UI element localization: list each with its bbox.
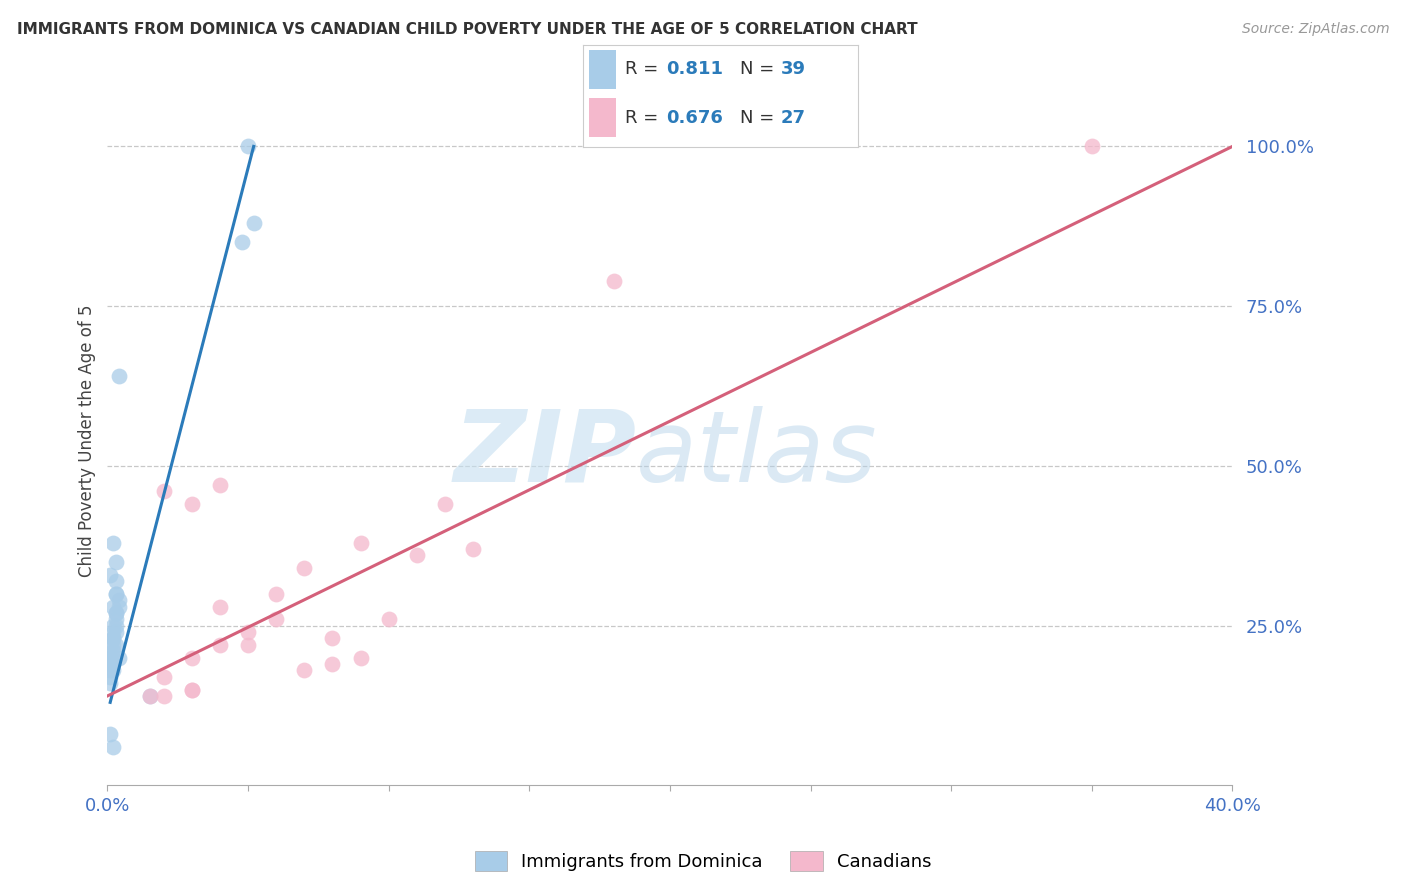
Text: 0.676: 0.676 <box>666 110 723 128</box>
Text: R =: R = <box>624 61 664 78</box>
Point <box>101 650 124 665</box>
Point <box>405 549 427 563</box>
Point <box>101 632 124 646</box>
Text: R =: R = <box>624 110 664 128</box>
Point <box>104 606 127 620</box>
Text: atlas: atlas <box>636 406 877 503</box>
Point <box>321 657 343 671</box>
Point <box>107 650 129 665</box>
Point <box>208 478 231 492</box>
Point <box>104 638 127 652</box>
Point <box>101 599 124 614</box>
Point <box>264 612 287 626</box>
Point <box>292 664 315 678</box>
Point <box>349 650 371 665</box>
Point <box>180 682 202 697</box>
Point <box>101 618 124 632</box>
Point <box>98 670 121 684</box>
Point <box>152 689 174 703</box>
Point <box>101 657 124 671</box>
Point <box>321 632 343 646</box>
Point <box>180 497 202 511</box>
Point <box>101 632 124 646</box>
Point <box>236 638 259 652</box>
Point <box>98 567 121 582</box>
Point <box>101 625 124 640</box>
Point <box>101 535 124 549</box>
Point <box>104 612 127 626</box>
Point <box>152 670 174 684</box>
Text: N =: N = <box>740 61 780 78</box>
Point <box>101 638 124 652</box>
Point <box>104 625 127 640</box>
Point <box>104 555 127 569</box>
Point <box>101 664 124 678</box>
Point <box>98 650 121 665</box>
Point <box>98 727 121 741</box>
Point <box>104 587 127 601</box>
Point <box>208 638 231 652</box>
Point <box>208 599 231 614</box>
Point <box>101 740 124 755</box>
Point <box>180 682 202 697</box>
Point <box>377 612 399 626</box>
Point <box>138 689 160 703</box>
Bar <box>589 50 616 88</box>
Point <box>101 644 124 658</box>
Point <box>242 216 264 230</box>
Text: IMMIGRANTS FROM DOMINICA VS CANADIAN CHILD POVERTY UNDER THE AGE OF 5 CORRELATIO: IMMIGRANTS FROM DOMINICA VS CANADIAN CHI… <box>17 22 918 37</box>
Text: 39: 39 <box>780 61 806 78</box>
Point <box>236 139 259 153</box>
Bar <box>589 98 616 137</box>
Point <box>264 587 287 601</box>
Point <box>98 664 121 678</box>
Text: 27: 27 <box>780 110 806 128</box>
Point <box>180 650 202 665</box>
Y-axis label: Child Poverty Under the Age of 5: Child Poverty Under the Age of 5 <box>79 304 96 576</box>
Point <box>104 587 127 601</box>
Point <box>152 484 174 499</box>
Point <box>104 606 127 620</box>
Point <box>107 599 129 614</box>
Text: ZIP: ZIP <box>453 406 636 503</box>
Point <box>98 638 121 652</box>
Point <box>107 593 129 607</box>
Point <box>107 369 129 384</box>
Text: Source: ZipAtlas.com: Source: ZipAtlas.com <box>1241 22 1389 37</box>
Point <box>602 274 624 288</box>
Point <box>98 676 121 690</box>
Point <box>231 235 253 250</box>
Legend: Immigrants from Dominica, Canadians: Immigrants from Dominica, Canadians <box>467 844 939 879</box>
Point <box>1081 139 1104 153</box>
Point <box>433 497 456 511</box>
Text: N =: N = <box>740 110 780 128</box>
Point <box>98 657 121 671</box>
Text: 0.811: 0.811 <box>666 61 723 78</box>
Point <box>349 535 371 549</box>
Point <box>138 689 160 703</box>
Point <box>461 541 484 556</box>
Point <box>236 625 259 640</box>
Point <box>292 561 315 575</box>
Point <box>104 574 127 588</box>
Point <box>98 650 121 665</box>
Point <box>104 618 127 632</box>
